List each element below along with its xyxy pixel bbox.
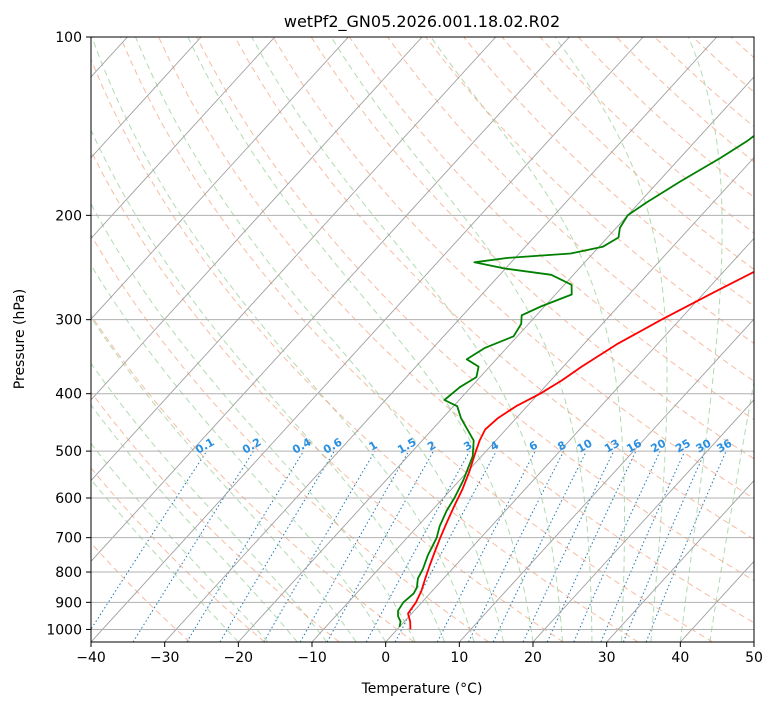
profile-series <box>397 134 754 630</box>
mixing-ratio-line <box>573 450 661 642</box>
isotherm-line <box>91 37 423 401</box>
isotherm-line <box>91 37 276 240</box>
x-tick-label: −20 <box>224 650 254 666</box>
isotherm-line <box>532 399 754 642</box>
y-tick-label: 500 <box>55 444 82 460</box>
y-axis-ticks: 1000 900 800 700 600 500 400 300 200 100 <box>46 30 91 638</box>
y-tick-label: 800 <box>55 565 82 581</box>
skewed-isotherms <box>91 37 754 642</box>
y-tick-label: 700 <box>55 531 82 547</box>
dewpoint-profile-line <box>397 134 754 628</box>
mixing-ratio-line <box>365 450 471 642</box>
dry-adiabat-line <box>119 37 713 642</box>
isotherm-line <box>606 479 754 642</box>
dry-adiabat-line <box>91 467 265 642</box>
mixing-ratio-lines <box>91 450 727 642</box>
x-tick-label: −30 <box>150 650 180 666</box>
y-tick-label: 900 <box>55 595 82 611</box>
dry-adiabat-line <box>387 37 754 382</box>
x-axis-label: Temperature (°C) <box>361 681 483 697</box>
mixing-ratio-line <box>91 450 208 631</box>
dry-adiabat-line <box>348 37 754 421</box>
chart-title: wetPf2_GN05.2026.001.18.02.R02 <box>284 12 560 32</box>
moist-adiabat-line <box>91 128 446 642</box>
x-tick-label: 20 <box>524 650 542 666</box>
dry-adiabat-line <box>91 58 639 642</box>
moist-adiabat-line <box>187 37 534 642</box>
mixing-ratio-line <box>186 450 305 642</box>
mixing-ratio-line <box>468 450 565 642</box>
dry-adiabat-line <box>91 234 489 642</box>
moist-adiabat-line <box>91 37 475 642</box>
temperature-profile-line <box>407 270 754 630</box>
mixing-ratio-line <box>326 450 434 642</box>
y-tick-label: 100 <box>55 30 82 46</box>
x-tick-label: 0 <box>381 650 390 666</box>
mixing-ratio-line <box>394 450 497 642</box>
dry-adiabat-line <box>196 37 754 582</box>
moist-adiabat-line <box>91 404 298 642</box>
isotherm-line <box>311 156 754 642</box>
isotherm-line <box>238 76 754 642</box>
x-tick-label: 50 <box>745 650 763 666</box>
x-tick-label: −10 <box>297 650 327 666</box>
x-axis-ticks: −40 −30 −20 −10 0 10 20 30 40 50 <box>76 642 763 666</box>
y-axis-label: Pressure (hPa) <box>12 289 28 389</box>
isotherm-line <box>91 37 644 642</box>
isotherm-line <box>91 37 349 320</box>
plot-frame <box>90 36 755 643</box>
moist-adiabat-line <box>430 37 625 642</box>
dry-adiabat-line <box>310 37 754 460</box>
x-tick-label: 10 <box>450 650 468 666</box>
y-tick-label: 400 <box>55 387 82 403</box>
y-tick-label: 200 <box>55 208 82 224</box>
dry-adiabat-line <box>158 37 754 624</box>
moist-adiabat-line <box>91 316 357 642</box>
isobar-grid <box>91 37 754 630</box>
moist-adiabat-line <box>554 37 668 642</box>
isotherm-line <box>385 237 754 642</box>
moist-adiabat-line <box>91 264 387 642</box>
moist-adiabat-line <box>135 37 504 642</box>
dry-adiabat-line <box>91 542 191 642</box>
mixing-ratio-line <box>600 450 686 642</box>
mixing-ratio-line <box>622 450 706 642</box>
x-tick-label: 30 <box>598 650 616 666</box>
isotherm-line <box>91 37 570 562</box>
dry-adiabat-line <box>91 149 564 642</box>
moist-adiabat-line <box>679 37 723 642</box>
isotherm-line <box>91 37 497 482</box>
moist-adiabat-line <box>251 37 563 642</box>
y-tick-label: 1000 <box>46 622 82 638</box>
isotherm-line <box>91 37 202 159</box>
mixing-ratio-line <box>132 450 255 642</box>
x-tick-label: −40 <box>76 650 106 666</box>
plot-area: 0.1 0.2 0.4 0.6 1 1.5 2 3 4 6 8 10 13 16 20 25 30 36 <box>91 37 754 642</box>
isotherm-line <box>164 37 718 642</box>
moist-adiabat-line <box>91 362 328 642</box>
x-tick-label: 40 <box>671 650 689 666</box>
dry-adiabat-line <box>272 37 754 500</box>
isotherm-line <box>459 318 754 642</box>
moist-adiabat-line <box>330 37 593 642</box>
y-tick-label: 600 <box>55 491 82 507</box>
y-tick-label: 300 <box>55 313 82 329</box>
